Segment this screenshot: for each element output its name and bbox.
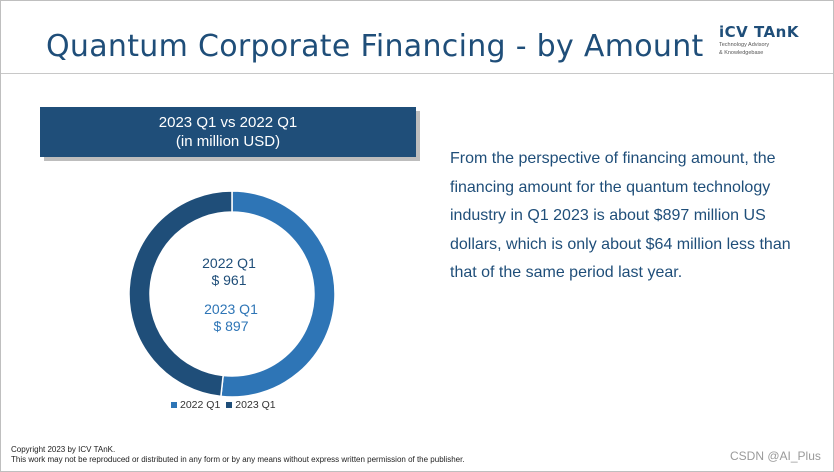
donut-chart	[128, 190, 336, 398]
center-label-2022: 2022 Q1 $ 961	[179, 255, 279, 289]
banner-line-1: 2023 Q1 vs 2022 Q1	[158, 114, 298, 131]
logo-wordmark: iCV TAnK	[719, 23, 799, 41]
logo-tagline-1: Technology Advisory	[719, 42, 770, 48]
footer-line-2: This work may not be reproduced or distr…	[11, 455, 465, 464]
center-label-2022-name: 2022 Q1	[202, 255, 256, 271]
logo: iCV TAnK Technology Advisory & Knowledge…	[719, 23, 809, 57]
donut-slice-2023-q1	[128, 190, 233, 398]
chart-legend: 2022 Q1 2023 Q1	[171, 399, 276, 411]
center-label-2023-name: 2023 Q1	[204, 301, 258, 317]
legend-label: 2023 Q1	[235, 399, 276, 411]
center-label-2023: 2023 Q1 $ 897	[181, 301, 281, 335]
title-divider	[1, 73, 833, 74]
legend-swatch	[226, 402, 233, 408]
legend-item-2023-q1: 2023 Q1	[226, 399, 276, 411]
chart-banner: 2023 Q1 vs 2022 Q1 (in million USD)	[40, 107, 416, 157]
copyright-footer: Copyright 2023 by ICV TAnK. This work ma…	[11, 445, 465, 465]
center-label-2023-value: $ 897	[213, 318, 249, 334]
slide-title: Quantum Corporate Financing - by Amount	[46, 29, 704, 64]
legend-swatch	[171, 402, 177, 408]
center-label-2022-value: $ 961	[211, 272, 247, 288]
legend-item-2022-q1: 2022 Q1	[171, 399, 220, 411]
summary-paragraph: From the perspective of financing amount…	[450, 150, 791, 281]
banner-line-2: (in million USD)	[175, 133, 281, 150]
legend-label: 2022 Q1	[180, 399, 221, 411]
watermark: CSDN @AI_Plus	[730, 449, 821, 463]
logo-tagline-2: & Knowledgebase	[719, 50, 764, 56]
footer-line-1: Copyright 2023 by ICV TAnK.	[11, 445, 116, 454]
donut-slice-2022-q1	[220, 190, 336, 398]
